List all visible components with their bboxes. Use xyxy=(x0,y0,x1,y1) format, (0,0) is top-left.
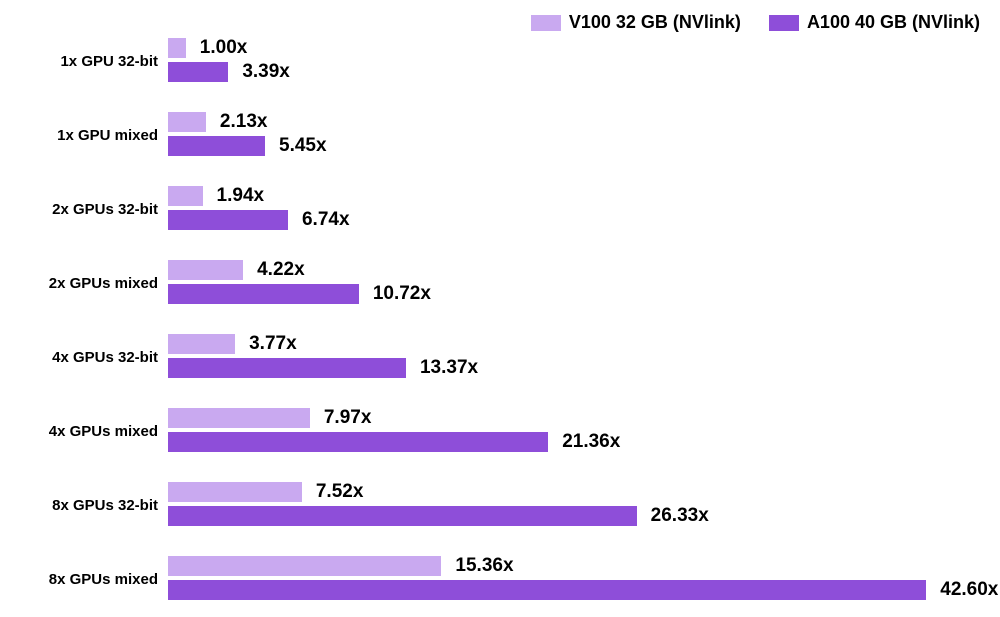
bar-value-label: 26.33x xyxy=(651,505,709,527)
bar-row: 21.36x xyxy=(168,432,620,452)
bar-row: 1.94x xyxy=(168,186,264,206)
bar-row: 3.39x xyxy=(168,62,290,82)
bar-group: 4x GPUs mixed 7.97x 21.36x xyxy=(0,394,1000,468)
bar-value-label: 6.74x xyxy=(302,209,350,231)
bar-group: 4x GPUs 32-bit 3.77x 13.37x xyxy=(0,320,1000,394)
bar-value-label: 13.37x xyxy=(420,357,478,379)
category-label: 4x GPUs 32-bit xyxy=(0,349,168,366)
bar-row: 15.36x xyxy=(168,556,514,576)
bar-row: 1.00x xyxy=(168,38,247,58)
bar-a100 xyxy=(168,210,288,230)
category-label: 2x GPUs 32-bit xyxy=(0,201,168,218)
bar-v100 xyxy=(168,482,302,502)
bar-a100 xyxy=(168,506,637,526)
bar-value-label: 15.36x xyxy=(455,555,513,577)
bar-row: 2.13x xyxy=(168,112,267,132)
gpu-speedup-chart: V100 32 GB (NVlink) A100 40 GB (NVlink) … xyxy=(0,0,1000,617)
bar-a100 xyxy=(168,580,926,600)
bars-area: 1.00x3.39x xyxy=(168,24,1000,98)
bar-v100 xyxy=(168,556,441,576)
bar-v100 xyxy=(168,260,243,280)
bar-value-label: 5.45x xyxy=(279,135,327,157)
bars-area: 2.13x 5.45x xyxy=(168,98,1000,172)
bar-row: 7.52x xyxy=(168,482,363,502)
bar-value-label: 3.77x xyxy=(249,333,297,355)
bar-value-label: 42.60x xyxy=(940,579,998,601)
bar-v100 xyxy=(168,186,203,206)
category-label: 1x GPU 32-bit xyxy=(0,53,168,70)
bar-row: 7.97x xyxy=(168,408,371,428)
bar-value-label: 7.97x xyxy=(324,407,372,429)
bar-group: 8x GPUs 32-bit 7.52x 26.33x xyxy=(0,468,1000,542)
bars-area: 1.94x 6.74x xyxy=(168,172,1000,246)
bar-group: 1x GPU mixed 2.13x 5.45x xyxy=(0,98,1000,172)
bar-v100 xyxy=(168,334,235,354)
bar-row: 5.45x xyxy=(168,136,327,156)
bars-area: 4.22x 10.72x xyxy=(168,246,1000,320)
bars-area: 3.77x 13.37x xyxy=(168,320,1000,394)
bar-row: 13.37x xyxy=(168,358,478,378)
bar-value-label: 7.52x xyxy=(316,481,364,503)
category-label: 1x GPU mixed xyxy=(0,127,168,144)
bar-row: 10.72x xyxy=(168,284,431,304)
bar-value-label: 10.72x xyxy=(373,283,431,305)
bars-area: 15.36x 42.60x xyxy=(168,542,1000,616)
bar-v100 xyxy=(168,38,186,58)
bar-row: 26.33x xyxy=(168,506,709,526)
bar-a100 xyxy=(168,136,265,156)
bar-groups: 1x GPU 32-bit1.00x3.39x1x GPU mixed2.13x… xyxy=(0,24,1000,616)
bar-row: 42.60x xyxy=(168,580,998,600)
category-label: 8x GPUs 32-bit xyxy=(0,497,168,514)
bar-value-label: 1.94x xyxy=(217,185,265,207)
category-label: 8x GPUs mixed xyxy=(0,571,168,588)
bar-group: 2x GPUs 32-bit 1.94x 6.74x xyxy=(0,172,1000,246)
bar-value-label: 4.22x xyxy=(257,259,305,281)
bar-group: 1x GPU 32-bit1.00x3.39x xyxy=(0,24,1000,98)
category-label: 2x GPUs mixed xyxy=(0,275,168,292)
bars-area: 7.52x 26.33x xyxy=(168,468,1000,542)
bar-row: 4.22x xyxy=(168,260,305,280)
bars-area: 7.97x 21.36x xyxy=(168,394,1000,468)
bar-value-label: 3.39x xyxy=(242,61,290,83)
bar-a100 xyxy=(168,358,406,378)
bar-row: 6.74x xyxy=(168,210,350,230)
bar-v100 xyxy=(168,112,206,132)
bar-value-label: 21.36x xyxy=(562,431,620,453)
bar-a100 xyxy=(168,284,359,304)
bar-group: 8x GPUs mixed 15.36x 42.60x xyxy=(0,542,1000,616)
bar-group: 2x GPUs mixed 4.22x 10.72x xyxy=(0,246,1000,320)
bar-value-label: 1.00x xyxy=(200,37,248,59)
category-label: 4x GPUs mixed xyxy=(0,423,168,440)
bar-value-label: 2.13x xyxy=(220,111,268,133)
bar-a100 xyxy=(168,62,228,82)
bar-v100 xyxy=(168,408,310,428)
bar-row: 3.77x xyxy=(168,334,297,354)
bar-a100 xyxy=(168,432,548,452)
